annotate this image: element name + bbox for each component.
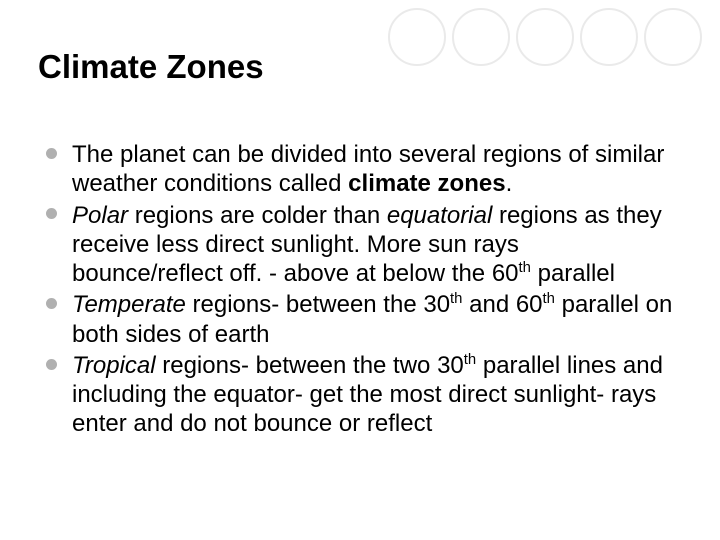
decorative-circle [388,8,446,66]
list-item: The planet can be divided into several r… [44,140,676,199]
list-item-text: Temperate regions- between the 30th and … [72,291,672,347]
list-item-text: The planet can be divided into several r… [72,141,664,197]
bullet-icon [46,208,57,219]
list-item: Tropical regions- between the two 30th p… [44,351,676,439]
decorative-circle [452,8,510,66]
list-item-text: Polar regions are colder than equatorial… [72,202,662,288]
bullet-icon [46,359,57,370]
decorative-circle [516,8,574,66]
list-item: Polar regions are colder than equatorial… [44,201,676,289]
list-item-text: Tropical regions- between the two 30th p… [72,352,663,438]
decorative-circle-row [388,8,702,66]
list-item: Temperate regions- between the 30th and … [44,290,676,349]
bullet-icon [46,298,57,309]
bullet-list: The planet can be divided into several r… [44,140,676,441]
decorative-circle [580,8,638,66]
slide-title: Climate Zones [38,48,264,86]
bullet-icon [46,148,57,159]
decorative-circle [644,8,702,66]
